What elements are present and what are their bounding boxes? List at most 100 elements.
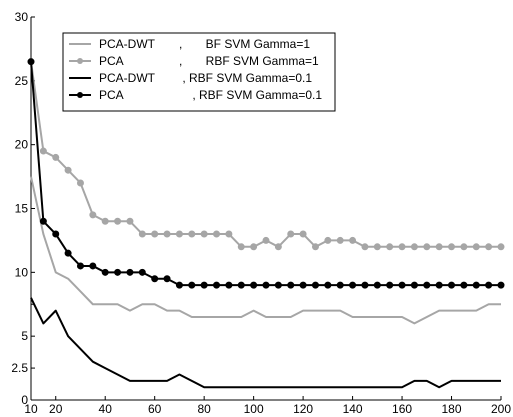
data-point — [336, 281, 344, 289]
series-1 — [27, 58, 505, 251]
data-point — [324, 236, 332, 244]
data-point — [237, 281, 245, 289]
data-point — [27, 58, 35, 66]
x-tick-label: 180 — [442, 402, 462, 416]
data-point — [472, 281, 480, 289]
data-point — [151, 275, 159, 283]
data-point — [101, 217, 109, 225]
data-point — [410, 243, 418, 251]
series-layer — [27, 58, 505, 389]
x-tick-label: 60 — [148, 402, 162, 416]
data-point — [76, 179, 84, 187]
legend-entry: PCA , RBF SVM Gamma=0.1 — [69, 88, 322, 102]
legend-label-classifier: , BF SVM Gamma=1 — [179, 37, 310, 51]
data-point — [349, 236, 357, 244]
data-point — [200, 230, 208, 238]
legend-label-method: PCA-DWT — [99, 71, 156, 85]
y-tick-label: 15 — [15, 202, 29, 216]
series-3 — [27, 58, 505, 289]
series-line — [30, 176, 501, 325]
legend-marker — [77, 58, 83, 64]
y-tick-label: 20 — [15, 138, 29, 152]
data-point — [89, 211, 97, 219]
data-point — [373, 281, 381, 289]
data-point — [114, 217, 122, 225]
data-point — [188, 230, 196, 238]
data-point — [274, 243, 282, 251]
data-point — [299, 230, 307, 238]
y-tick-label: 25 — [15, 74, 29, 88]
data-point — [448, 281, 456, 289]
x-tick-label: 140 — [343, 402, 363, 416]
data-point — [274, 281, 282, 289]
data-point — [39, 217, 47, 225]
data-point — [497, 243, 505, 251]
data-point — [435, 243, 443, 251]
data-point — [237, 243, 245, 251]
legend-marker — [77, 92, 83, 98]
data-point — [423, 281, 431, 289]
data-point — [250, 243, 258, 251]
data-point — [138, 268, 146, 276]
axes: 10 20 40 60 80 100 120 140 160 180 200 0 2.5 5 10 15 20 2… — [11, 10, 511, 416]
legend-label-classifier: , RBF SVM Gamma=1 — [179, 54, 319, 68]
data-point — [138, 230, 146, 238]
legend-entry: PCA , RBF SVM Gamma=1 — [69, 54, 319, 68]
data-point — [188, 281, 196, 289]
data-point — [460, 243, 468, 251]
data-point — [311, 281, 319, 289]
data-point — [435, 281, 443, 289]
series-2 — [30, 297, 501, 389]
x-tick-label: 40 — [99, 402, 113, 416]
data-point — [460, 281, 468, 289]
data-point — [213, 281, 221, 289]
data-point — [262, 236, 270, 244]
y-tick-label: 0 — [21, 393, 28, 407]
data-point — [151, 230, 159, 238]
data-point — [200, 281, 208, 289]
x-tick-label: 160 — [392, 402, 412, 416]
x-tick-label: 20 — [49, 402, 63, 416]
data-point — [361, 243, 369, 251]
data-point — [336, 236, 344, 244]
x-tick-label: 100 — [244, 402, 264, 416]
data-point — [398, 243, 406, 251]
data-point — [472, 243, 480, 251]
data-point — [299, 281, 307, 289]
data-point — [213, 230, 221, 238]
y-tick-label: 30 — [15, 10, 29, 24]
legend-label-classifier: , RBF SVM Gamma=0.1 — [179, 71, 312, 85]
data-point — [101, 268, 109, 276]
legend-label-classifier: , RBF SVM Gamma=0.1 — [179, 88, 322, 102]
x-tick-label: 120 — [293, 402, 313, 416]
data-point — [175, 281, 183, 289]
data-point — [89, 262, 97, 270]
legend-label-method: PCA — [99, 88, 124, 102]
data-point — [250, 281, 258, 289]
data-point — [262, 281, 270, 289]
data-point — [361, 281, 369, 289]
data-point — [163, 230, 171, 238]
data-point — [64, 166, 72, 174]
data-point — [76, 262, 84, 270]
data-point — [287, 230, 295, 238]
data-point — [386, 243, 394, 251]
legend-box — [62, 32, 336, 112]
data-point — [311, 243, 319, 251]
data-point — [126, 217, 134, 225]
data-point — [349, 281, 357, 289]
data-point — [398, 281, 406, 289]
series-line — [30, 297, 501, 389]
data-point — [163, 275, 171, 283]
legend-label-method: PCA-DWT — [99, 37, 156, 51]
data-point — [485, 243, 493, 251]
data-point — [225, 281, 233, 289]
y-tick-label: 10 — [15, 265, 29, 279]
data-point — [225, 230, 233, 238]
data-point — [126, 268, 134, 276]
legend-entry: PCA-DWT , BF SVM Gamma=1 — [69, 37, 310, 51]
data-point — [52, 153, 60, 161]
data-point — [485, 281, 493, 289]
data-point — [64, 249, 72, 257]
